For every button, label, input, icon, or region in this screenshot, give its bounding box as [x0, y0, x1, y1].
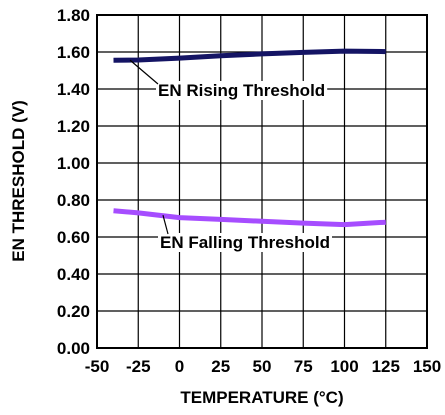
y-tick-label: 1.40	[57, 80, 90, 99]
series-label-rising: EN Rising Threshold	[158, 81, 325, 100]
series-layer	[113, 48, 386, 228]
x-axis-title: TEMPERATURE (°C)	[180, 388, 343, 407]
y-tick-label: 0.40	[57, 265, 90, 284]
x-tick-label: 125	[372, 357, 400, 376]
y-tick-label: 1.80	[57, 6, 90, 25]
series-label-falling: EN Falling Threshold	[160, 233, 330, 252]
y-tick-label: 1.00	[57, 154, 90, 173]
label-bg	[156, 81, 328, 100]
x-tick-label: -50	[85, 357, 110, 376]
y-tick-label: 1.60	[57, 43, 90, 62]
y-tick-label: 0.60	[57, 228, 90, 247]
x-tick-label: 0	[175, 357, 184, 376]
x-tick-labels: -50 -25 0 25 50 75 100 125 150	[85, 357, 441, 376]
y-axis-title: EN THRESHOLD (V)	[9, 100, 28, 262]
y-tick-label: 0.00	[57, 339, 90, 358]
x-tick-label: -25	[126, 357, 151, 376]
annotations: EN Rising Threshold EN Falling Threshold	[129, 59, 333, 252]
x-tick-label: 100	[330, 357, 358, 376]
y-tick-label: 0.20	[57, 302, 90, 321]
plot-frame	[96, 14, 428, 349]
y-tick-label: 0.80	[57, 191, 90, 210]
y-tick-labels: 0.00 0.20 0.40 0.60 0.80 1.00 1.20 1.40 1.60 1.80	[57, 6, 90, 358]
series-line-2	[113, 208, 386, 228]
x-tick-label: 150	[413, 357, 441, 376]
series-line-1	[113, 48, 386, 63]
label-bg	[158, 233, 333, 252]
grid	[97, 15, 427, 348]
x-tick-label: 50	[253, 357, 272, 376]
x-tick-label: 75	[294, 357, 313, 376]
y-tick-label: 1.20	[57, 117, 90, 136]
leader-line-rising	[129, 59, 159, 85]
leader-line-falling	[162, 215, 169, 235]
x-tick-label: 25	[211, 357, 230, 376]
